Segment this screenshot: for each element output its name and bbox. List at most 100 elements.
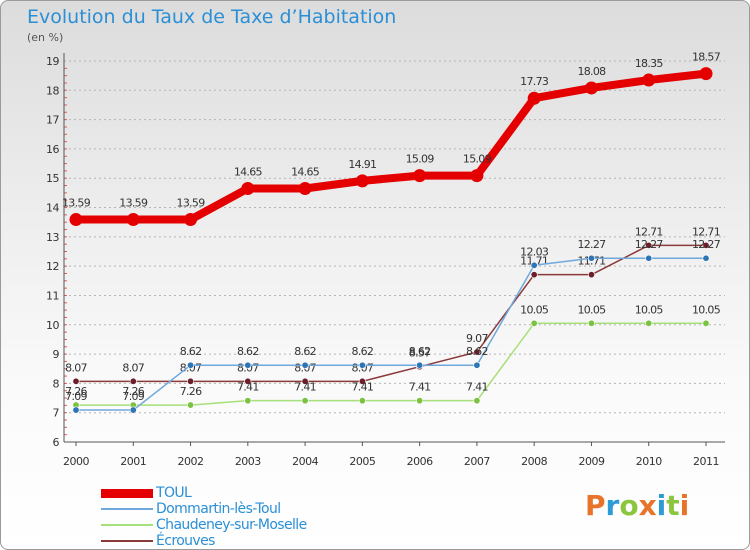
x-tick-label: 2011 bbox=[693, 455, 719, 468]
logo-letter: i bbox=[679, 489, 690, 522]
x-tick-label: 2002 bbox=[178, 455, 204, 468]
data-point bbox=[702, 241, 710, 249]
legend-item: Chaudeney-sur-Moselle bbox=[101, 517, 307, 533]
logo-letter: o bbox=[619, 489, 639, 522]
data-label: 10.05 bbox=[520, 303, 549, 316]
data-label: 14.91 bbox=[348, 158, 376, 171]
y-tick-label: 19 bbox=[46, 55, 59, 68]
y-tick-label: 16 bbox=[46, 143, 59, 156]
data-point bbox=[358, 361, 366, 369]
data-point bbox=[416, 397, 424, 405]
y-tick-label: 10 bbox=[46, 319, 59, 332]
data-point bbox=[298, 181, 312, 195]
x-tick-label: 2000 bbox=[63, 455, 89, 468]
data-point bbox=[699, 67, 713, 81]
data-point bbox=[358, 397, 366, 405]
data-point bbox=[473, 348, 481, 356]
data-label: 8.62 bbox=[237, 345, 259, 358]
data-point bbox=[702, 254, 710, 262]
data-point bbox=[187, 377, 195, 385]
data-point bbox=[69, 213, 83, 227]
data-label: 13.59 bbox=[62, 197, 91, 210]
data-label: 7.41 bbox=[466, 381, 488, 394]
x-tick-label: 2007 bbox=[464, 455, 490, 468]
y-tick-label: 7 bbox=[53, 407, 60, 420]
y-tick-label: 9 bbox=[53, 348, 60, 361]
x-tick-label: 2008 bbox=[521, 455, 547, 468]
legend-label: Dommartin-lès-Toul bbox=[156, 501, 281, 517]
data-point bbox=[72, 377, 80, 385]
logo-letter: t bbox=[666, 489, 680, 522]
data-point bbox=[530, 261, 538, 269]
data-point bbox=[72, 406, 80, 414]
data-label: 7.41 bbox=[352, 381, 374, 394]
data-label: 13.59 bbox=[119, 197, 148, 210]
data-label: 8.07 bbox=[122, 361, 144, 374]
data-label: 8.62 bbox=[294, 345, 316, 358]
data-label: 12.27 bbox=[635, 238, 664, 251]
data-point bbox=[355, 174, 369, 188]
data-label: 8.62 bbox=[409, 345, 431, 358]
data-label: 10.05 bbox=[692, 303, 721, 316]
series-line-1 bbox=[76, 257, 706, 411]
legend-swatch bbox=[101, 508, 153, 510]
data-label: 8.62 bbox=[352, 345, 374, 358]
x-tick-label: 2005 bbox=[349, 455, 375, 468]
x-tick-label: 2004 bbox=[292, 455, 318, 468]
data-point bbox=[129, 377, 137, 385]
proxiti-logo: Proxiti bbox=[585, 489, 689, 522]
x-tick-label: 2009 bbox=[578, 455, 604, 468]
legend-label: Chaudeney-sur-Moselle bbox=[156, 517, 307, 533]
x-tick-label: 2006 bbox=[407, 455, 433, 468]
logo-letter: P bbox=[585, 489, 606, 522]
data-label: 12.27 bbox=[692, 238, 721, 251]
data-label: 7.09 bbox=[122, 390, 144, 403]
series-line-0 bbox=[76, 69, 707, 224]
data-point bbox=[645, 319, 653, 327]
data-label: 18.35 bbox=[635, 57, 664, 70]
data-point bbox=[530, 271, 538, 279]
y-tick-label: 15 bbox=[46, 172, 59, 185]
data-point bbox=[301, 397, 309, 405]
data-point bbox=[244, 397, 252, 405]
x-tick-label: 2010 bbox=[636, 455, 662, 468]
legend-item: TOUL bbox=[101, 485, 307, 501]
data-label: 7.09 bbox=[65, 390, 87, 403]
chart-legend: TOUL Dommartin-lès-Toul Chaudeney-sur-Mose… bbox=[101, 485, 307, 549]
data-point bbox=[301, 361, 309, 369]
data-label: 18.57 bbox=[692, 51, 721, 64]
data-label: 8.07 bbox=[65, 361, 87, 374]
legend-item: Écrouves bbox=[101, 533, 307, 549]
legend-label: Écrouves bbox=[156, 533, 215, 549]
series-line-2 bbox=[76, 322, 706, 406]
legend-swatch bbox=[101, 540, 153, 542]
y-tick-label: 8 bbox=[53, 377, 60, 390]
data-point bbox=[301, 377, 309, 385]
data-point bbox=[241, 181, 255, 195]
x-tick-label: 2003 bbox=[235, 455, 261, 468]
data-label: 7.26 bbox=[65, 385, 87, 398]
data-point bbox=[126, 213, 140, 227]
data-point bbox=[645, 241, 653, 249]
data-label: 8.62 bbox=[466, 345, 488, 358]
data-label: 13.59 bbox=[177, 197, 206, 210]
data-point bbox=[587, 271, 595, 279]
data-label: 8.57 bbox=[409, 347, 431, 360]
data-point bbox=[702, 319, 710, 327]
data-point bbox=[244, 361, 252, 369]
data-label: 12.03 bbox=[520, 245, 549, 258]
logo-letter: x bbox=[638, 489, 657, 522]
data-point bbox=[413, 169, 427, 183]
data-label: 7.26 bbox=[180, 385, 202, 398]
data-label: 9.07 bbox=[466, 332, 488, 345]
data-point bbox=[473, 361, 481, 369]
chart-title: Evolution du Taux de Taxe d’Habitation bbox=[27, 6, 397, 28]
data-label: 15.09 bbox=[463, 153, 492, 166]
data-point bbox=[416, 361, 424, 369]
logo-letter: i bbox=[656, 489, 667, 522]
y-tick-label: 11 bbox=[46, 289, 59, 302]
y-tick-label: 12 bbox=[46, 260, 59, 273]
legend-swatch bbox=[101, 524, 153, 526]
data-point bbox=[470, 169, 484, 183]
